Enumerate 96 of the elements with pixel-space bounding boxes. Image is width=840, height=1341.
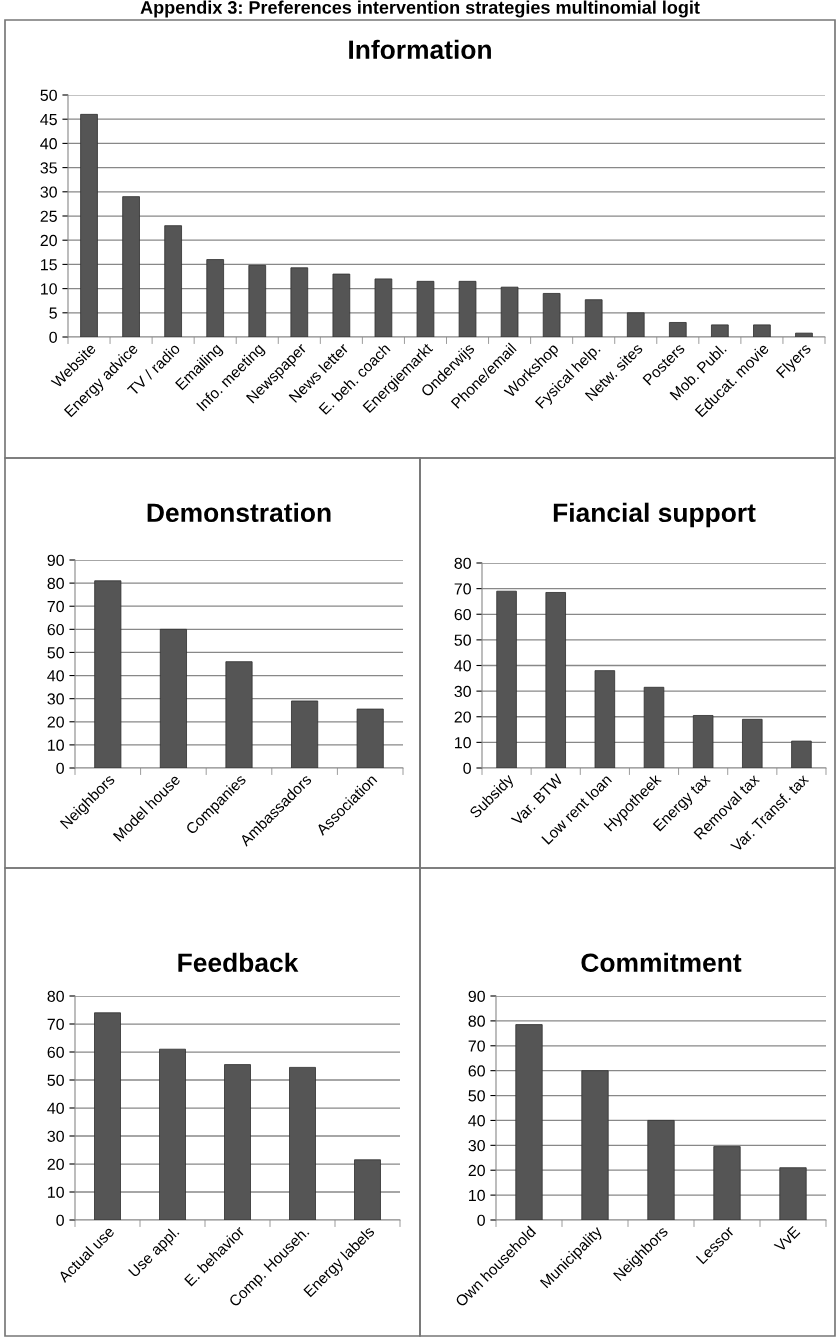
y-tick-label: 10 xyxy=(41,283,57,295)
y-tick-label: 10 xyxy=(48,1186,64,1198)
bar xyxy=(753,324,771,337)
y-tick-label: 0 xyxy=(463,762,471,774)
bar xyxy=(779,1167,807,1220)
y-tick-label: 0 xyxy=(56,1214,64,1226)
bar xyxy=(545,592,566,768)
y-tick-label: 50 xyxy=(454,634,471,646)
y-tick-label: 40 xyxy=(47,1102,64,1114)
bar xyxy=(515,1024,543,1220)
y-tick-label: 50 xyxy=(47,1074,64,1086)
y-tick-label: 60 xyxy=(47,623,64,636)
y-tick-label: 20 xyxy=(47,716,64,728)
y-tick-label: 80 xyxy=(47,577,64,590)
chart-title: Fiancial support xyxy=(553,502,756,528)
y-tick-label: 50 xyxy=(468,1090,485,1102)
y-tick-label: 40 xyxy=(468,1115,485,1127)
bar xyxy=(542,293,561,337)
bar xyxy=(742,718,763,768)
bar xyxy=(289,1066,316,1220)
bar xyxy=(206,259,225,337)
y-tick-label: 60 xyxy=(47,1046,64,1058)
y-tick-label: 40 xyxy=(40,138,57,150)
y-tick-label: 80 xyxy=(47,990,64,1002)
y-tick-label: 50 xyxy=(40,89,57,101)
bar xyxy=(643,686,665,768)
bar xyxy=(581,1070,609,1220)
bar xyxy=(584,299,603,337)
bar xyxy=(795,332,813,337)
bar xyxy=(159,1048,186,1220)
bar xyxy=(356,708,384,768)
bar xyxy=(225,661,253,768)
x-tick-label: VvE xyxy=(773,1225,801,1253)
y-tick-label: 25 xyxy=(40,210,57,222)
bar xyxy=(224,1064,251,1220)
bar xyxy=(416,280,435,337)
text: Appendix 3: Preferences intervention strategies multinomial logit xyxy=(140,0,700,18)
y-tick-label: 20 xyxy=(468,1164,485,1177)
y-tick-label: 90 xyxy=(47,554,64,566)
y-tick-label: 60 xyxy=(454,608,471,621)
bar xyxy=(354,1159,381,1220)
y-tick-label: 15 xyxy=(41,259,57,271)
chart-title: Demonstration xyxy=(147,502,331,523)
bar xyxy=(496,590,517,768)
y-tick-label: 10 xyxy=(455,737,471,749)
y-tick-label: 70 xyxy=(47,600,64,613)
y-tick-label: 40 xyxy=(47,670,64,682)
y-tick-label: 5 xyxy=(49,307,57,319)
y-tick-label: 80 xyxy=(468,1015,485,1027)
y-tick-label: 70 xyxy=(454,583,471,595)
chart-title: Feedback xyxy=(178,952,299,973)
y-tick-label: 0 xyxy=(477,1214,485,1226)
y-tick-label: 90 xyxy=(468,990,485,1002)
y-tick-label: 20 xyxy=(40,234,57,247)
bar xyxy=(791,740,812,768)
bar xyxy=(713,1146,741,1220)
y-tick-label: 10 xyxy=(469,1189,485,1202)
bar xyxy=(248,264,267,337)
bar xyxy=(711,324,729,337)
bar xyxy=(374,278,393,337)
bar xyxy=(94,580,122,768)
y-tick-label: 0 xyxy=(56,762,64,774)
bar xyxy=(668,322,687,337)
bar xyxy=(692,715,714,768)
y-tick-label: 60 xyxy=(468,1065,485,1077)
chart-title: Commitment xyxy=(581,952,742,973)
bar xyxy=(122,196,140,337)
chart-title: Information xyxy=(349,39,491,60)
y-tick-label: 0 xyxy=(49,331,57,343)
y-tick-label: 20 xyxy=(47,1158,64,1170)
bar xyxy=(332,273,351,337)
bar xyxy=(594,670,616,768)
bar xyxy=(500,286,519,337)
y-tick-label: 70 xyxy=(47,1018,64,1030)
y-tick-label: 20 xyxy=(454,711,471,723)
bar xyxy=(159,628,187,768)
y-tick-label: 35 xyxy=(40,162,57,174)
y-tick-label: 45 xyxy=(40,114,57,126)
bar xyxy=(80,113,98,337)
bar xyxy=(647,1120,675,1220)
y-tick-label: 10 xyxy=(48,739,64,751)
y-tick-label: 30 xyxy=(454,685,471,698)
y-tick-label: 30 xyxy=(468,1139,485,1152)
bar xyxy=(164,225,182,337)
bar xyxy=(626,312,645,337)
y-tick-label: 50 xyxy=(47,647,64,659)
y-tick-label: 30 xyxy=(47,693,64,705)
bar xyxy=(458,280,477,337)
bar xyxy=(290,267,309,337)
bar xyxy=(291,700,319,768)
y-tick-label: 70 xyxy=(468,1040,485,1052)
bar xyxy=(94,1012,121,1220)
y-tick-label: 40 xyxy=(454,660,471,672)
y-tick-label: 30 xyxy=(40,186,57,198)
y-tick-label: 80 xyxy=(454,557,471,569)
y-tick-label: 30 xyxy=(47,1130,64,1142)
